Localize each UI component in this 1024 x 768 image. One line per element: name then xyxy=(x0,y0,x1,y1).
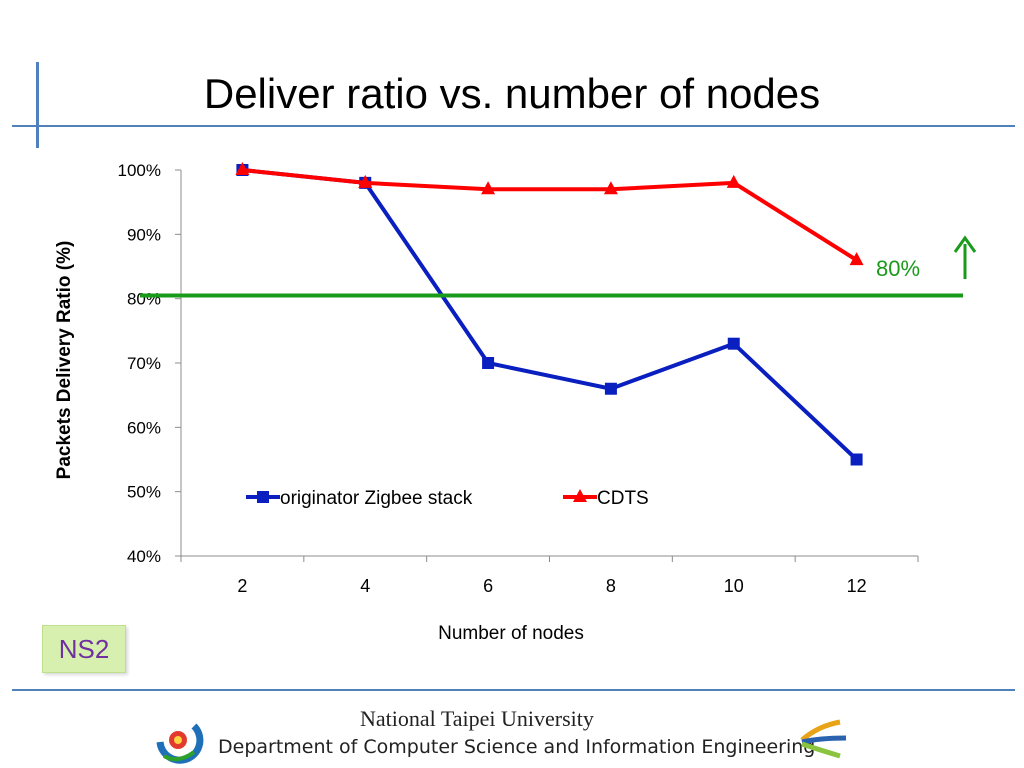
x-tick-label: 4 xyxy=(360,576,370,596)
up-arrow-head xyxy=(953,235,977,253)
data-point-cdts xyxy=(235,162,250,175)
series-layer xyxy=(235,162,864,466)
y-tick-label: 40% xyxy=(127,547,161,566)
threshold-layer: 80% xyxy=(140,235,977,298)
x-axis: 2 4 6 8 10 12 xyxy=(180,555,919,596)
y-tick-label: 50% xyxy=(127,483,161,502)
x-axis-label: Number of nodes xyxy=(438,623,584,644)
department-logo-icon xyxy=(800,719,847,759)
legend-label-originator-zigbee-stack: originator Zigbee stack xyxy=(280,488,473,509)
title-accent-vertical-line xyxy=(36,62,39,148)
x-tick-label: 12 xyxy=(847,576,867,596)
x-tick-label: 6 xyxy=(483,576,493,596)
footer-divider-line xyxy=(12,689,1015,691)
x-tick-label: 10 xyxy=(724,576,744,596)
legend-label-cdts: CDTS xyxy=(597,488,649,509)
footer-department-name: Department of Computer Science and Infor… xyxy=(218,736,816,758)
data-point-originator-zigbee-stack xyxy=(482,357,495,369)
delivery-ratio-chart: 40% 50% 60% 70% 80% 90% 100% 2 4 6 8 10 12 80% orig… xyxy=(54,161,977,644)
title-accent-horizontal-line xyxy=(12,125,1015,127)
data-point-cdts xyxy=(726,174,741,188)
y-axis-label: Packets Delivery Ratio (%) xyxy=(54,241,75,480)
data-point-originator-zigbee-stack xyxy=(850,453,863,466)
footer-university-name: National Taipei University xyxy=(360,706,594,731)
y-tick-label: 90% xyxy=(127,225,161,244)
data-point-cdts xyxy=(603,181,618,195)
legend-marker-originator-zigbee-stack xyxy=(257,491,269,503)
y-tick-label: 70% xyxy=(127,354,161,373)
threshold-label: 80% xyxy=(876,256,920,281)
legend-marker-cdts xyxy=(573,489,587,502)
x-tick-label: 8 xyxy=(606,576,616,596)
data-point-cdts xyxy=(849,252,864,266)
series-line-cdts xyxy=(242,168,858,262)
ntpu-logo-icon xyxy=(156,723,204,764)
data-point-originator-zigbee-stack xyxy=(727,337,740,350)
y-tick-label: 100% xyxy=(118,161,161,180)
x-tick-label: 2 xyxy=(237,576,247,596)
y-tick-label: 80% xyxy=(127,290,161,309)
up-arrow-icon xyxy=(953,235,977,279)
ns2-badge: NS2 xyxy=(42,625,126,673)
series-line-originator-zigbee-stack xyxy=(242,168,858,461)
data-point-cdts xyxy=(358,174,373,188)
data-point-originator-zigbee-stack xyxy=(604,382,617,395)
data-point-cdts xyxy=(481,181,496,195)
slide-title: Deliver ratio vs. number of nodes xyxy=(203,70,821,117)
y-tick-label: 60% xyxy=(127,418,161,437)
legend: originator Zigbee stack CDTS xyxy=(246,488,649,509)
y-axis: 40% 50% 60% 70% 80% 90% 100% xyxy=(118,161,182,566)
